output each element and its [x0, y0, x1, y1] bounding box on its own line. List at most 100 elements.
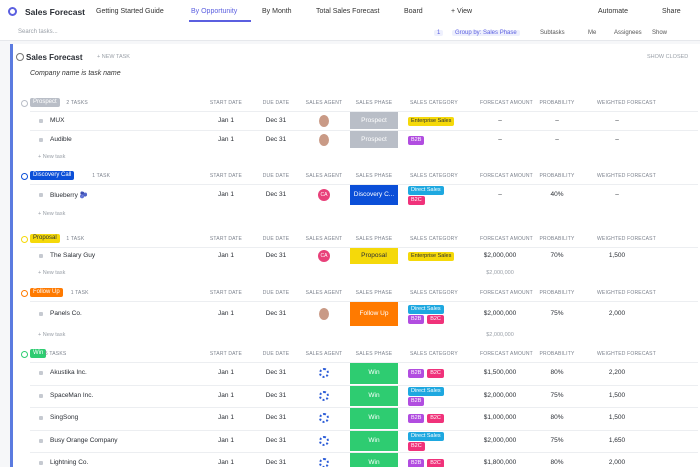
row[interactable]	[30, 111, 698, 130]
column-header: WEIGHTED FORECAST	[597, 290, 656, 296]
probability: 75%	[550, 391, 564, 399]
toolbar-item[interactable]: Group by: Sales Phase	[452, 30, 520, 36]
row[interactable]	[30, 362, 698, 385]
weighted-forecast: 1,650	[608, 436, 626, 444]
probability: –	[555, 135, 559, 143]
show-closed[interactable]: SHOW CLOSED	[647, 54, 689, 60]
column-header: SALES PHASE	[355, 351, 393, 357]
column-header: START DATE	[209, 351, 243, 357]
forecast-amount: $1,500,000	[483, 369, 517, 377]
task-name[interactable]: Panels Co.	[50, 310, 82, 317]
tab[interactable]: Board	[404, 8, 423, 15]
task-name[interactable]: Busy Orange Company	[50, 436, 118, 444]
task-name[interactable]: Blueberry 🫐	[50, 192, 88, 199]
column-header: PROBABILITY	[539, 236, 575, 242]
start-date: Jan 1	[218, 191, 234, 198]
probability: 80%	[550, 414, 564, 422]
group-collapse[interactable]	[21, 290, 28, 297]
row[interactable]	[30, 384, 698, 408]
task-name[interactable]: MUX	[50, 116, 65, 124]
group-collapse[interactable]	[21, 173, 28, 180]
task-name[interactable]: Audible	[50, 135, 72, 143]
toolbar-item[interactable]: 1	[434, 30, 444, 36]
group-label: Prospect	[30, 98, 60, 107]
forecast-amount: $1,800,000	[483, 459, 517, 467]
column-header: START DATE	[209, 100, 243, 106]
add-task[interactable]: + New task	[38, 332, 66, 338]
toolbar-item[interactable]: Show	[652, 30, 668, 36]
status-dot	[39, 438, 43, 443]
column-header: SALES PHASE	[355, 173, 393, 179]
sales-phase: Win	[350, 363, 398, 384]
agent-logo	[319, 413, 329, 424]
sales-phase: Prospect	[350, 112, 398, 129]
add-task[interactable]: + New task	[38, 154, 66, 160]
row[interactable]	[30, 407, 698, 430]
toolbar-item[interactable]: Assignees	[614, 30, 642, 36]
column-header: SALES AGENT	[305, 351, 343, 357]
list-title: Sales Forecast	[26, 53, 83, 62]
action-button[interactable]: Share	[662, 8, 681, 15]
row[interactable]	[30, 130, 698, 149]
sales-phase: Win	[350, 385, 398, 406]
agent-logo	[319, 368, 329, 379]
status-dot	[39, 254, 43, 258]
sales-phase: Follow Up	[350, 302, 398, 326]
sales-phase: Win	[350, 430, 398, 451]
column-header: START DATE	[209, 290, 243, 296]
tab[interactable]: By Month	[262, 8, 292, 15]
task-name[interactable]: The Salary Guy	[50, 252, 96, 259]
due-date: Dec 31	[265, 310, 287, 317]
task-name[interactable]: SpaceMan Inc.	[50, 391, 94, 399]
probability: 70%	[550, 252, 564, 259]
page-title: Sales Forecast	[25, 7, 86, 17]
task-name[interactable]: Lightning Co.	[50, 459, 89, 467]
group-collapse[interactable]	[21, 100, 28, 107]
category-tag: B2C	[408, 196, 425, 205]
action-button[interactable]: Automate	[598, 8, 628, 15]
start-date: Jan 1	[218, 252, 234, 259]
weighted-forecast: –	[615, 191, 619, 198]
new-task[interactable]: + NEW TASK	[97, 54, 130, 60]
row[interactable]	[30, 184, 698, 206]
column-header: SALES AGENT	[305, 173, 343, 179]
collapse-icon[interactable]	[16, 53, 24, 61]
row[interactable]	[30, 429, 698, 453]
agent-logo	[319, 458, 329, 467]
tab[interactable]: By Opportunity	[191, 8, 238, 15]
probability: 40%	[550, 191, 564, 198]
start-date: Jan 1	[218, 135, 234, 143]
task-name[interactable]: Akustika Inc.	[50, 369, 87, 377]
forecast-amount: $2,000,000	[483, 436, 517, 444]
sales-phase: Win	[350, 408, 398, 429]
column-header: FORECAST AMOUNT	[480, 236, 533, 242]
add-task[interactable]: + New task	[38, 270, 66, 276]
column-header: SALES AGENT	[305, 100, 343, 106]
due-date: Dec 31	[265, 391, 287, 399]
probability: 75%	[550, 436, 564, 444]
toolbar-item[interactable]: Me	[588, 30, 597, 36]
start-date: Jan 1	[218, 116, 234, 124]
row[interactable]	[30, 247, 698, 265]
add-task[interactable]: + New task	[38, 211, 66, 217]
group-total: $2,000,000	[486, 332, 514, 338]
weighted-forecast: –	[615, 135, 619, 143]
tab[interactable]: + View	[451, 8, 473, 15]
tab[interactable]: Getting Started Guide	[96, 8, 164, 15]
group-collapse[interactable]	[21, 351, 28, 358]
column-header: PROBABILITY	[539, 100, 575, 106]
toolbar-item[interactable]: Subtasks	[540, 30, 565, 36]
column-header: SALES AGENT	[305, 236, 343, 242]
weighted-forecast: –	[615, 116, 619, 124]
tab[interactable]: Total Sales Forecast	[316, 8, 380, 15]
column-header: DUE DATE	[262, 100, 290, 106]
search[interactable]: Search tasks...	[18, 29, 58, 35]
forecast-amount: $2,000,000	[483, 391, 517, 399]
row[interactable]	[30, 452, 698, 467]
category-tag: B2B	[408, 414, 425, 424]
row[interactable]	[30, 301, 698, 327]
category-tag: B2C	[427, 459, 444, 467]
group-collapse[interactable]	[21, 236, 28, 243]
task-name[interactable]: SingSong	[50, 414, 79, 422]
